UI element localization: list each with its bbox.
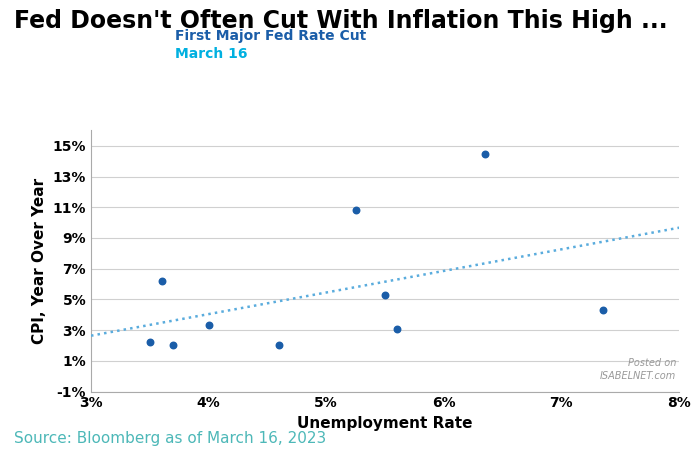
Y-axis label: CPI, Year Over Year: CPI, Year Over Year xyxy=(32,178,47,344)
X-axis label: Unemployment Rate: Unemployment Rate xyxy=(298,416,472,431)
Point xyxy=(274,342,285,349)
Text: March 16: March 16 xyxy=(175,47,248,61)
Point xyxy=(350,207,361,214)
Point xyxy=(480,150,491,157)
Point xyxy=(144,339,155,346)
Text: First Major Fed Rate Cut: First Major Fed Rate Cut xyxy=(175,29,366,43)
Point xyxy=(597,306,608,314)
Point xyxy=(391,325,402,332)
Point xyxy=(379,291,391,298)
Point xyxy=(203,322,214,329)
Text: Posted on
ISABELNET.com: Posted on ISABELNET.com xyxy=(600,358,676,381)
Text: Source: Bloomberg as of March 16, 2023: Source: Bloomberg as of March 16, 2023 xyxy=(14,431,326,446)
Text: Fed Doesn't Often Cut With Inflation This High ...: Fed Doesn't Often Cut With Inflation Thi… xyxy=(14,9,668,33)
Point xyxy=(156,277,167,284)
Point xyxy=(168,342,179,349)
